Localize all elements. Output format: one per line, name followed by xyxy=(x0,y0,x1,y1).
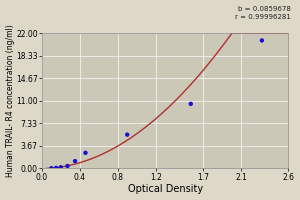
Point xyxy=(260,39,264,42)
X-axis label: Optical Density: Optical Density xyxy=(128,184,203,194)
Point xyxy=(188,102,193,105)
Point xyxy=(54,166,58,169)
Text: b = 0.0859678
r = 0.99996281: b = 0.0859678 r = 0.99996281 xyxy=(235,6,291,20)
Point xyxy=(49,167,54,170)
Point xyxy=(73,160,77,163)
Point xyxy=(83,151,88,154)
Point xyxy=(65,164,70,168)
Y-axis label: Human TRAIL- R4 concentration (ng/ml): Human TRAIL- R4 concentration (ng/ml) xyxy=(6,24,15,177)
Point xyxy=(125,133,130,136)
Point xyxy=(58,166,63,169)
